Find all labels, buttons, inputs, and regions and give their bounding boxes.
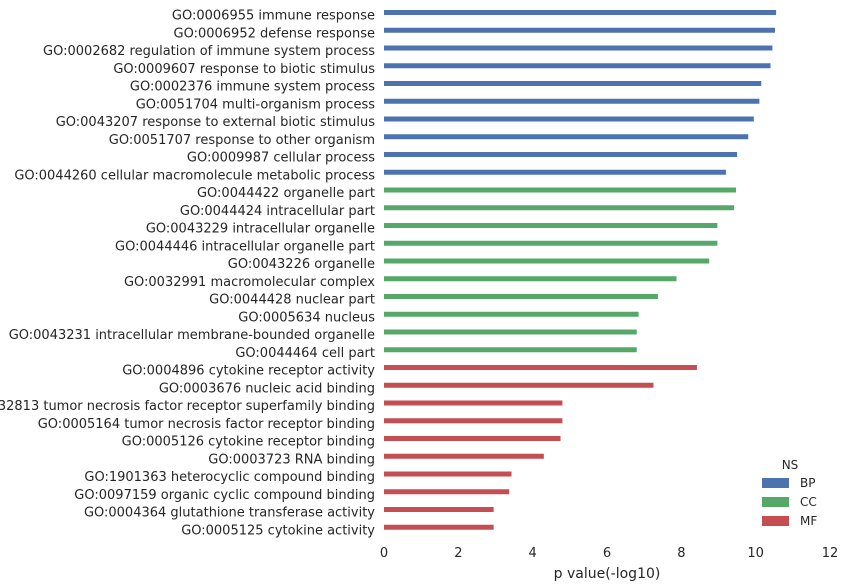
bar <box>384 507 494 512</box>
x-tick-label: 0 <box>380 546 388 561</box>
category-label: GO:0003723 RNA binding <box>208 452 375 467</box>
category-label: GO:0005125 cytokine activity <box>181 523 375 538</box>
legend-label: MF <box>800 514 817 528</box>
x-tick-label: 10 <box>747 546 764 561</box>
category-label: GO:0043231 intracellular membrane-bounde… <box>9 328 375 343</box>
category-label: GO:0044424 intracellular part <box>180 204 375 219</box>
category-label: GO:1901363 heterocyclic compound binding <box>84 470 375 485</box>
bar <box>384 169 726 175</box>
bar <box>384 453 544 459</box>
category-label: GO:0032991 macromolecular complex <box>124 275 375 290</box>
category-label: GO:0006952 defense response <box>174 26 376 41</box>
category-label: GO:0002682 regulation of immune system p… <box>43 44 375 59</box>
category-label: GO:0044464 cell part <box>235 346 375 361</box>
bars-group <box>384 10 777 530</box>
legend-swatch <box>762 516 789 526</box>
bar <box>384 45 773 51</box>
bar <box>384 276 677 282</box>
x-tick-label: 2 <box>454 546 462 561</box>
bar <box>384 27 775 33</box>
legend-swatch <box>762 478 789 488</box>
bar <box>384 436 561 441</box>
bar <box>384 489 510 495</box>
x-tick-label: 8 <box>677 546 685 561</box>
bar <box>384 240 718 246</box>
category-label: GO:0005164 tumor necrosis factor recepto… <box>38 417 375 432</box>
bar <box>384 471 512 477</box>
category-label: GO:0044428 nuclear part <box>209 293 375 308</box>
bar <box>384 205 735 211</box>
legend: NS BP CC MF <box>762 458 817 528</box>
bar <box>384 258 710 264</box>
category-label: GO:0004364 glutathione transferase activ… <box>84 506 375 521</box>
category-label: GO:0032813 tumor necrosis factor recepto… <box>0 399 375 414</box>
bar <box>384 10 777 15</box>
bar <box>384 63 771 69</box>
category-label: GO:0009987 cellular process <box>187 151 375 166</box>
bar <box>384 365 697 370</box>
legend-items: BP CC MF <box>762 476 817 528</box>
category-label: GO:0006955 immune response <box>172 9 375 24</box>
bar <box>384 81 762 86</box>
category-label: GO:0044422 organelle part <box>197 186 375 201</box>
legend-label: BP <box>800 476 815 490</box>
x-tick-labels-group: 0 2 4 6 8 10 12 <box>380 546 838 561</box>
bar <box>384 152 738 157</box>
x-tick-label: 6 <box>603 546 611 561</box>
category-label: GO:0043229 intracellular organelle <box>146 222 375 237</box>
x-tick-label: 4 <box>529 546 537 561</box>
legend-swatch <box>762 497 789 507</box>
category-label: GO:0009607 response to biotic stimulus <box>113 62 375 77</box>
category-label: GO:0005126 cytokine receptor binding <box>122 435 375 450</box>
x-axis-label: p value(-log10) <box>554 566 661 582</box>
legend-label: CC <box>800 495 817 509</box>
bar <box>384 329 637 335</box>
category-label: GO:0043226 organelle <box>228 257 375 272</box>
category-label: GO:0051704 multi-organism process <box>136 97 376 112</box>
category-label: GO:0044446 intracellular organelle part <box>115 239 375 254</box>
bar <box>384 223 718 228</box>
category-label: GO:0043207 response to external biotic s… <box>56 115 376 130</box>
category-label: GO:0004896 cytokine receptor activity <box>122 364 375 379</box>
bar <box>384 134 749 140</box>
x-tick-label: 12 <box>822 546 839 561</box>
bar <box>384 418 563 424</box>
bar <box>384 294 658 299</box>
bar <box>384 116 754 122</box>
category-label: GO:0097159 organic cyclic compound bindi… <box>74 488 375 503</box>
bar <box>384 311 639 317</box>
category-label: GO:0002376 immune system process <box>130 80 375 95</box>
category-label: GO:0003676 nucleic acid binding <box>159 381 375 396</box>
category-label: GO:0044260 cellular macromolecule metabo… <box>14 168 375 183</box>
bar <box>384 400 563 406</box>
bar <box>384 382 654 388</box>
bar <box>384 347 637 353</box>
bar <box>384 187 736 193</box>
category-label: GO:0051707 response to other organism <box>109 133 375 148</box>
legend-title: NS <box>782 458 799 472</box>
bar <box>384 98 760 104</box>
bar <box>384 524 494 530</box>
category-labels-group: GO:0006955 immune response GO:0006952 def… <box>0 9 375 539</box>
category-label: GO:0005634 nucleus <box>238 310 375 325</box>
